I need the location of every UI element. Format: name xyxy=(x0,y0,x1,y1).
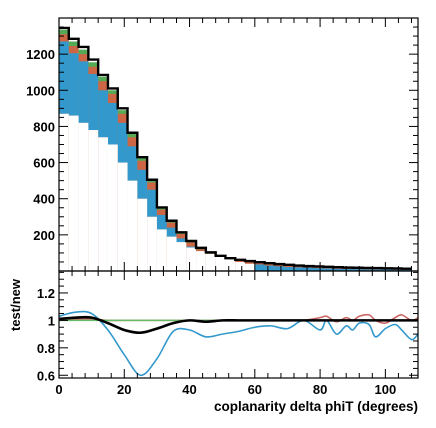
histogram-bar xyxy=(372,269,383,271)
histogram-gap xyxy=(156,229,167,271)
x-axis-title: coplanarity delta phiT (degrees) xyxy=(214,399,418,414)
ratio-series-line xyxy=(59,315,418,335)
ratio-panel: 0.6 0.8 1 1.2 0 20 40 60 80 100 coplanarity delta … xyxy=(8,270,419,414)
histogram-gap xyxy=(88,130,99,271)
histogram-bar xyxy=(186,246,197,248)
histogram-bar xyxy=(254,264,265,271)
ratio-plot-frame xyxy=(58,270,419,379)
x-tick-label: 40 xyxy=(182,382,196,397)
histogram-bar xyxy=(78,61,89,123)
histogram-bar xyxy=(382,269,392,271)
y-tick-label: 1000 xyxy=(26,83,55,98)
histogram-gap xyxy=(205,253,216,271)
histogram-bar xyxy=(352,269,363,271)
y-tick-label: 600 xyxy=(33,156,55,171)
histogram-bar xyxy=(323,268,334,271)
histogram-gap xyxy=(215,256,226,271)
histogram-bar xyxy=(166,227,177,237)
y-tick-label: 1200 xyxy=(26,47,55,62)
histogram-bar xyxy=(156,214,167,230)
histogram-gap xyxy=(225,259,236,271)
main-histogram-panel: 200 400 600 800 1000 1200 xyxy=(26,17,419,272)
histogram-bar xyxy=(391,269,402,271)
histogram-bar xyxy=(59,41,69,114)
x-tick-label: 100 xyxy=(375,382,397,397)
ratio-y-tick-label: 0.6 xyxy=(37,368,55,383)
histogram-gap xyxy=(147,216,157,271)
histogram-bar xyxy=(137,169,148,199)
histogram-bar xyxy=(303,267,314,271)
histogram-bar xyxy=(88,74,99,131)
x-tick-label: 80 xyxy=(313,382,327,397)
histogram-bar xyxy=(362,269,373,271)
histogram-gap xyxy=(196,251,206,271)
histogram-bar xyxy=(342,269,353,271)
ratio-series-line xyxy=(59,310,418,377)
histogram-bar xyxy=(98,90,108,138)
histogram-gap xyxy=(98,137,108,271)
ratio-y-tick-label: 0.8 xyxy=(37,341,55,356)
histogram-bar xyxy=(274,266,285,271)
histogram-bar xyxy=(176,238,187,243)
histogram-gap xyxy=(59,113,69,272)
histogram-gap xyxy=(137,198,148,271)
histogram-bar xyxy=(107,102,118,145)
histogram-bar xyxy=(117,122,128,163)
histogram-gap xyxy=(166,236,177,271)
histogram-gap xyxy=(127,180,138,271)
ratio-y-tick-label: 1 xyxy=(48,313,55,328)
histogram-bar xyxy=(313,268,324,271)
histogram-gap xyxy=(78,122,89,271)
histogram-gap xyxy=(117,162,128,271)
y-tick-label: 200 xyxy=(33,228,55,243)
histogram-gap xyxy=(235,261,246,271)
histogram-bar xyxy=(333,268,343,271)
histogram-bar xyxy=(147,189,157,217)
histogram-bar xyxy=(127,146,138,181)
histogram-bar xyxy=(284,267,294,271)
histogram-bar xyxy=(401,269,412,271)
histogram-gap xyxy=(245,263,255,271)
x-tick-label: 0 xyxy=(55,382,62,397)
histogram-outline xyxy=(59,26,412,270)
histogram-gap xyxy=(176,242,187,271)
histogram-gap xyxy=(68,115,79,271)
ratio-y-tick-label: 1.2 xyxy=(37,286,55,301)
histogram-bar xyxy=(264,265,275,271)
histogram-gap xyxy=(186,247,197,271)
histogram-bar xyxy=(68,53,79,116)
histogram-gap xyxy=(107,144,118,271)
x-tick-label: 20 xyxy=(117,382,131,397)
histogram-bar xyxy=(293,267,304,271)
x-tick-label: 60 xyxy=(248,382,262,397)
y-axis-title: test/new xyxy=(8,278,23,331)
y-tick-label: 400 xyxy=(33,192,55,207)
y-tick-label: 800 xyxy=(33,119,55,134)
